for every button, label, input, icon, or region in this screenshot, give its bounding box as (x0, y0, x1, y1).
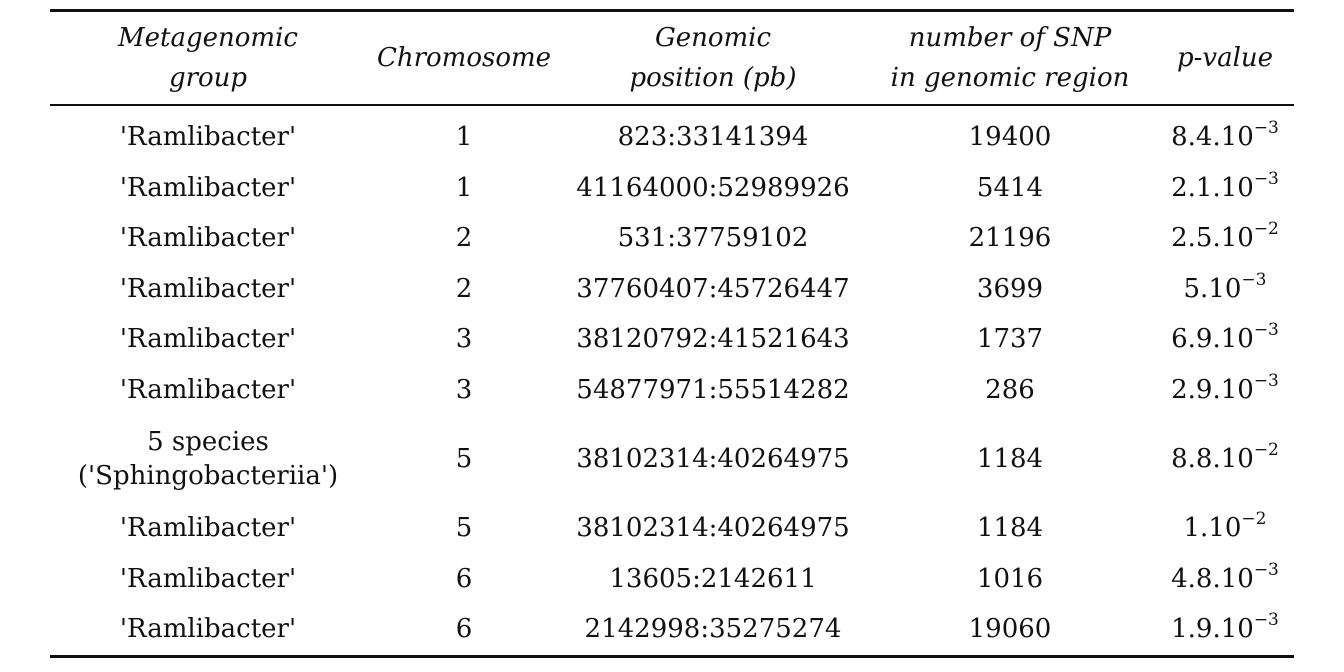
pvalue-mantissa: 2.1.10 (1171, 172, 1254, 203)
pvalue-exponent: −2 (1253, 219, 1279, 240)
cell-pvalue: 1.9.10−3 (1156, 604, 1294, 656)
cell-group: 'Ramlibacter' (119, 223, 297, 254)
cell-pvalue: 2.5.10−2 (1156, 213, 1294, 264)
cell-position: 38120792:41521643 (576, 324, 850, 355)
cell-chromosome: 6 (455, 614, 473, 645)
pvalue-mantissa: 6.9.10 (1171, 324, 1254, 355)
pvalue-exponent: −3 (1253, 118, 1279, 139)
cell-group: 'Ramlibacter' (119, 374, 297, 405)
pvalue-mantissa: 8.8.10 (1171, 444, 1254, 474)
header-group-line2: group (168, 63, 248, 93)
cell-chromosome: 1 (455, 172, 473, 203)
table-row: 'Ramlibacter' 6 2142998:35275274 19060 1… (50, 604, 1294, 656)
pvalue-mantissa: 4.8.10 (1171, 563, 1254, 594)
cell-chromosome: 3 (455, 374, 473, 405)
table-row: 'Ramlibacter' 1 823:33141394 19400 8.4.1… (50, 105, 1294, 163)
header-snp-line1: number of SNP (908, 23, 1112, 53)
cell-position: 823:33141394 (617, 122, 809, 153)
cell-pvalue: 5.10−3 (1156, 264, 1294, 315)
cell-snp: 1184 (976, 513, 1044, 544)
header-chromosome: Chromosome (376, 43, 552, 73)
cell-group: 'Ramlibacter' (119, 172, 297, 203)
header-position-line2: position (pb) (629, 63, 797, 93)
cell-chromosome: 6 (455, 563, 473, 594)
cell-position: 54877971:55514282 (576, 374, 850, 405)
cell-position: 38102314:40264975 (576, 513, 850, 544)
cell-snp: 19400 (968, 122, 1052, 153)
pvalue-mantissa: 5.10 (1183, 273, 1242, 304)
pvalue-exponent: −3 (1253, 168, 1279, 189)
pvalue-exponent: −2 (1241, 509, 1267, 530)
table-row: 5 species ('Sphingobacteriia') 5 3810231… (50, 415, 1294, 503)
cell-chromosome: 5 (455, 444, 473, 474)
header-group-line1: Metagenomic (118, 23, 298, 53)
cell-position: 37760407:45726447 (576, 273, 850, 304)
header-genomic-position: Genomic position (pb) (562, 11, 864, 106)
cell-pvalue: 1.10−2 (1156, 503, 1294, 554)
pvalue-mantissa: 2.5.10 (1171, 223, 1254, 254)
table-row: 'Ramlibacter' 3 54877971:55514282 286 2.… (50, 365, 1294, 416)
cell-group: 'Ramlibacter' (119, 614, 297, 645)
cell-position: 531:37759102 (617, 223, 809, 254)
cell-snp: 5414 (976, 172, 1044, 203)
table-row: 'Ramlibacter' 5 38102314:40264975 1184 1… (50, 503, 1294, 554)
cell-snp: 3699 (976, 273, 1044, 304)
table-row: 'Ramlibacter' 3 38120792:41521643 1737 6… (50, 314, 1294, 365)
cell-group: 'Ramlibacter' (119, 273, 297, 304)
cell-snp: 1737 (976, 324, 1044, 355)
group-line2: ('Sphingobacteriia') (77, 461, 339, 491)
cell-pvalue: 2.9.10−3 (1156, 365, 1294, 416)
pvalue-mantissa: 1.9.10 (1171, 614, 1254, 645)
cell-pvalue: 8.8.10−2 (1156, 415, 1294, 503)
snp-table-container: Metagenomic group Chromosome Genomic pos… (50, 9, 1294, 658)
cell-group: 5 species ('Sphingobacteriia') (50, 415, 366, 503)
table-row: 'Ramlibacter' 2 531:37759102 21196 2.5.1… (50, 213, 1294, 264)
table-row: 'Ramlibacter' 1 41164000:52989926 5414 2… (50, 163, 1294, 214)
cell-chromosome: 3 (455, 324, 473, 355)
cell-position: 2142998:35275274 (584, 614, 842, 645)
pvalue-exponent: −3 (1253, 320, 1279, 341)
cell-pvalue: 8.4.10−3 (1156, 105, 1294, 163)
cell-position: 13605:2142611 (609, 563, 817, 594)
cell-pvalue: 2.1.10−3 (1156, 163, 1294, 214)
pvalue-mantissa: 1.10 (1183, 513, 1242, 544)
snp-region-table: Metagenomic group Chromosome Genomic pos… (50, 9, 1294, 658)
table-row: 'Ramlibacter' 6 13605:2142611 1016 4.8.1… (50, 554, 1294, 605)
cell-chromosome: 2 (455, 223, 473, 254)
cell-chromosome: 2 (455, 273, 473, 304)
table-row: 'Ramlibacter' 2 37760407:45726447 3699 5… (50, 264, 1294, 315)
cell-position: 38102314:40264975 (576, 444, 850, 474)
cell-snp: 286 (985, 374, 1035, 405)
cell-snp: 1184 (976, 444, 1044, 474)
cell-position: 41164000:52989926 (576, 172, 850, 203)
pvalue-mantissa: 8.4.10 (1171, 122, 1254, 153)
pvalue-exponent: −3 (1253, 559, 1279, 580)
cell-snp: 21196 (968, 223, 1052, 254)
cell-group: 'Ramlibacter' (119, 513, 297, 544)
pvalue-exponent: −2 (1253, 440, 1279, 460)
group-line1: 5 species (147, 427, 269, 457)
cell-pvalue: 4.8.10−3 (1156, 554, 1294, 605)
cell-snp: 19060 (968, 614, 1052, 645)
cell-snp: 1016 (976, 563, 1044, 594)
pvalue-exponent: −3 (1253, 610, 1279, 631)
cell-pvalue: 6.9.10−3 (1156, 314, 1294, 365)
header-pvalue: p-value (1176, 43, 1274, 73)
cell-chromosome: 1 (455, 122, 473, 153)
pvalue-exponent: −3 (1241, 269, 1267, 290)
cell-group: 'Ramlibacter' (119, 122, 297, 153)
header-snp-count: number of SNP in genomic region (864, 11, 1156, 106)
header-row: Metagenomic group Chromosome Genomic pos… (50, 10, 1294, 106)
header-metagenomic-group: Metagenomic group (50, 11, 366, 106)
pvalue-mantissa: 2.9.10 (1171, 374, 1254, 405)
header-position-line1: Genomic (654, 23, 772, 53)
pvalue-exponent: −3 (1253, 370, 1279, 391)
header-snp-line2: in genomic region (890, 63, 1130, 93)
cell-group: 'Ramlibacter' (119, 563, 297, 594)
cell-group: 'Ramlibacter' (119, 324, 297, 355)
cell-chromosome: 5 (455, 513, 473, 544)
